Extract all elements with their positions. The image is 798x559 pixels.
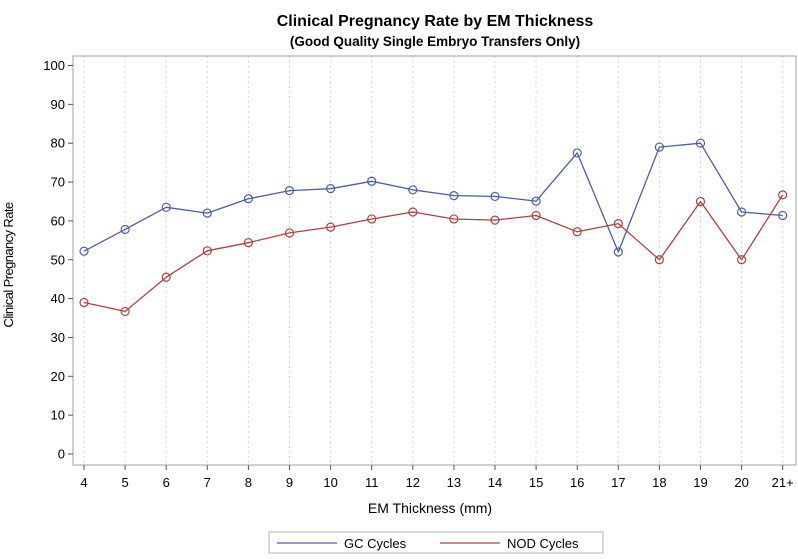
y-tick-label: 90 bbox=[51, 97, 65, 112]
y-tick-label: 10 bbox=[51, 408, 65, 423]
data-point-gc-cycles bbox=[531, 196, 541, 206]
data-point-gc-cycles bbox=[490, 191, 500, 202]
y-tick-label: 70 bbox=[51, 175, 65, 190]
data-point-nod-cycles bbox=[695, 196, 706, 207]
x-tick-label: 4 bbox=[80, 475, 87, 490]
data-point-nod-cycles bbox=[778, 190, 788, 200]
data-point-nod-cycles bbox=[243, 238, 253, 248]
data-point-nod-cycles bbox=[449, 214, 459, 224]
data-point-nod-cycles bbox=[161, 272, 171, 282]
x-tick-label: 9 bbox=[286, 475, 293, 490]
series-layer bbox=[79, 138, 788, 317]
x-tick-label: 6 bbox=[163, 475, 170, 490]
chart-title: Clinical Pregnancy Rate by EM Thickness bbox=[277, 13, 594, 30]
x-tick-label: 21+ bbox=[772, 475, 794, 490]
data-point-nod-cycles bbox=[408, 207, 418, 217]
x-tick-label: 12 bbox=[406, 475, 420, 490]
data-point-nod-cycles bbox=[120, 306, 130, 317]
data-point-gc-cycles bbox=[120, 224, 130, 235]
data-point-gc-cycles bbox=[284, 185, 295, 196]
x-tick-label: 10 bbox=[323, 475, 337, 490]
data-point-nod-cycles bbox=[654, 255, 665, 265]
data-point-nod-cycles bbox=[284, 228, 295, 238]
y-tick-label: 20 bbox=[51, 369, 65, 384]
data-point-gc-cycles bbox=[572, 148, 582, 158]
x-tick-label: 7 bbox=[204, 475, 211, 490]
data-point-nod-cycles bbox=[367, 214, 377, 224]
data-point-nod-cycles bbox=[531, 210, 541, 221]
data-point-gc-cycles bbox=[736, 207, 747, 217]
data-point-gc-cycles bbox=[367, 176, 377, 186]
data-point-gc-cycles bbox=[79, 246, 89, 256]
data-point-gc-cycles bbox=[695, 138, 706, 148]
data-point-gc-cycles bbox=[613, 247, 623, 257]
x-tick-label: 18 bbox=[652, 475, 666, 490]
x-tick-label: 11 bbox=[365, 475, 379, 490]
x-axis: 4 5 6 7 8 9 10 11 12 13 14 15 16 17 18 19 20 21+ bbox=[80, 465, 794, 490]
data-point-nod-cycles bbox=[79, 297, 89, 308]
data-point-nod-cycles bbox=[613, 219, 623, 229]
x-tick-label: 8 bbox=[245, 475, 252, 490]
x-tick-label: 14 bbox=[488, 475, 502, 490]
data-point-gc-cycles bbox=[326, 184, 336, 194]
y-axis: 0 10 20 30 40 50 60 70 80 90 100 bbox=[43, 58, 73, 462]
x-tick-label: 15 bbox=[529, 475, 543, 490]
gridlines bbox=[83, 56, 784, 465]
y-tick-label: 80 bbox=[51, 136, 65, 151]
data-point-gc-cycles bbox=[449, 191, 459, 201]
data-point-gc-cycles bbox=[778, 210, 788, 221]
data-point-gc-cycles bbox=[243, 194, 253, 204]
y-tick-label: 100 bbox=[43, 58, 65, 73]
legend-frame bbox=[268, 531, 604, 554]
data-point-nod-cycles bbox=[572, 227, 582, 237]
y-tick-label: 60 bbox=[51, 213, 65, 228]
legend-label-nod-cycles: NOD Cycles bbox=[507, 536, 579, 551]
y-tick-label: 0 bbox=[58, 447, 65, 462]
chart-subtitle: (Good Quality Single Embryo Transfers On… bbox=[290, 34, 580, 49]
series-line-nod-cycles bbox=[83, 194, 784, 313]
legend: GC Cycles NOD Cycles bbox=[268, 531, 604, 554]
y-axis-label: Clinical Pregnancy Rate bbox=[1, 202, 16, 327]
data-point-nod-cycles bbox=[736, 255, 747, 265]
data-point-nod-cycles bbox=[326, 222, 336, 232]
data-point-gc-cycles bbox=[408, 185, 418, 195]
series-line-gc-cycles bbox=[83, 142, 783, 253]
x-tick-label: 5 bbox=[121, 475, 128, 490]
y-tick-label: 40 bbox=[51, 291, 65, 306]
x-tick-label: 16 bbox=[570, 475, 584, 490]
plot-area-frame bbox=[72, 55, 797, 466]
data-point-gc-cycles bbox=[161, 202, 171, 212]
legend-label-gc-cycles: GC Cycles bbox=[344, 536, 407, 551]
x-tick-label: 20 bbox=[734, 475, 748, 490]
data-point-nod-cycles bbox=[490, 215, 500, 225]
x-tick-label: 17 bbox=[611, 475, 625, 490]
series-gc-cycles bbox=[79, 138, 788, 257]
data-point-nod-cycles bbox=[202, 246, 212, 256]
x-tick-label: 13 bbox=[447, 475, 461, 490]
data-point-gc-cycles bbox=[654, 142, 665, 152]
x-axis-label: EM Thickness (mm) bbox=[368, 500, 492, 516]
y-tick-label: 30 bbox=[51, 330, 65, 345]
y-tick-label: 50 bbox=[51, 252, 65, 267]
series-nod-cycles bbox=[79, 190, 788, 317]
data-point-gc-cycles bbox=[202, 208, 212, 218]
x-tick-label: 19 bbox=[693, 475, 707, 490]
